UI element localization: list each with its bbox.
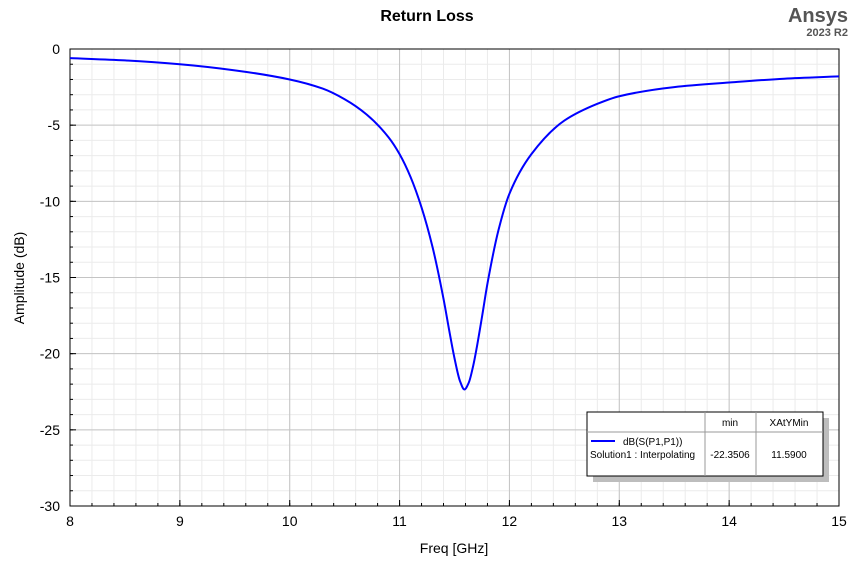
x-tick-label: 10 (282, 513, 298, 529)
y-tick-label: -30 (40, 498, 60, 514)
y-tick-label: -20 (40, 346, 60, 362)
x-tick-labels: 8 9 10 11 12 13 14 15 (66, 513, 847, 529)
y-axis-label: Amplitude (dB) (11, 232, 27, 325)
legend-marker-table: min XAtYMin dB(S(P1,P1)) Solution1 : Int… (586, 411, 829, 482)
y-tick-labels: 0 -5 -10 -15 -20 -25 -30 (40, 41, 60, 514)
series-line-s11 (69, 57, 840, 391)
y-tick-label: -15 (40, 270, 60, 286)
tick-marks (69, 48, 840, 507)
x-tick-label: 8 (66, 513, 74, 529)
x-tick-label: 13 (611, 513, 627, 529)
legend-solution-name: Solution1 : Interpolating (590, 450, 695, 461)
legend-xatymin-value: 11.5900 (771, 450, 807, 461)
y-tick-label: -25 (40, 422, 60, 438)
x-tick-label: 14 (721, 513, 737, 529)
brand-version: 2023 R2 (806, 27, 848, 39)
y-tick-label: 0 (52, 41, 60, 57)
legend-series-name: dB(S(P1,P1)) (623, 437, 682, 448)
chart-title: Return Loss (380, 8, 473, 25)
y-tick-label: -10 (40, 193, 60, 209)
x-tick-label: 15 (831, 513, 847, 529)
legend-min-value: -22.3506 (710, 450, 750, 461)
x-tick-label: 12 (502, 513, 518, 529)
legend-col-header-min: min (722, 418, 738, 429)
x-tick-label: 11 (392, 513, 407, 529)
y-tick-label: -5 (48, 117, 61, 133)
legend-col-header-xatymin: XAtYMin (770, 418, 809, 429)
x-axis-label: Freq [GHz] (420, 540, 488, 556)
x-tick-label: 9 (176, 513, 184, 529)
brand-logo: Ansys (788, 5, 848, 27)
